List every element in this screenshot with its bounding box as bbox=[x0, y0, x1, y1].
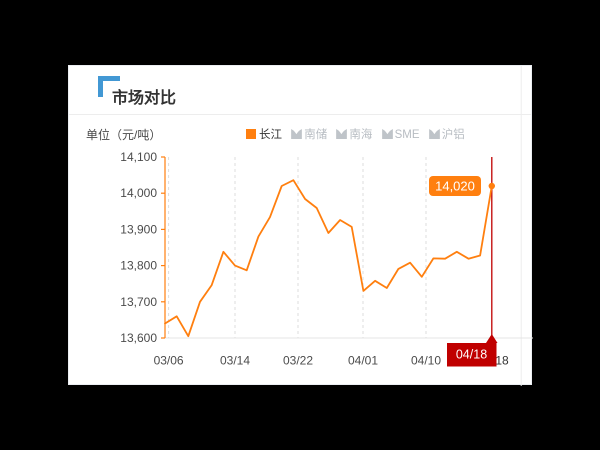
svg-text:04/10: 04/10 bbox=[411, 354, 441, 368]
svg-text:04/01: 04/01 bbox=[348, 354, 378, 368]
svg-text:14,000: 14,000 bbox=[120, 186, 157, 200]
svg-text:03/06: 03/06 bbox=[154, 354, 184, 368]
svg-text:13,800: 13,800 bbox=[120, 259, 157, 273]
svg-text:14,020: 14,020 bbox=[435, 179, 475, 194]
svg-text:13,600: 13,600 bbox=[120, 331, 157, 345]
svg-text:03/14: 03/14 bbox=[220, 354, 250, 368]
svg-text:18: 18 bbox=[495, 354, 509, 368]
svg-text:14,100: 14,100 bbox=[120, 150, 157, 164]
svg-text:13,900: 13,900 bbox=[120, 222, 157, 236]
svg-text:03/22: 03/22 bbox=[283, 354, 313, 368]
svg-text:04/18: 04/18 bbox=[456, 348, 487, 362]
svg-text:13,700: 13,700 bbox=[120, 295, 157, 309]
